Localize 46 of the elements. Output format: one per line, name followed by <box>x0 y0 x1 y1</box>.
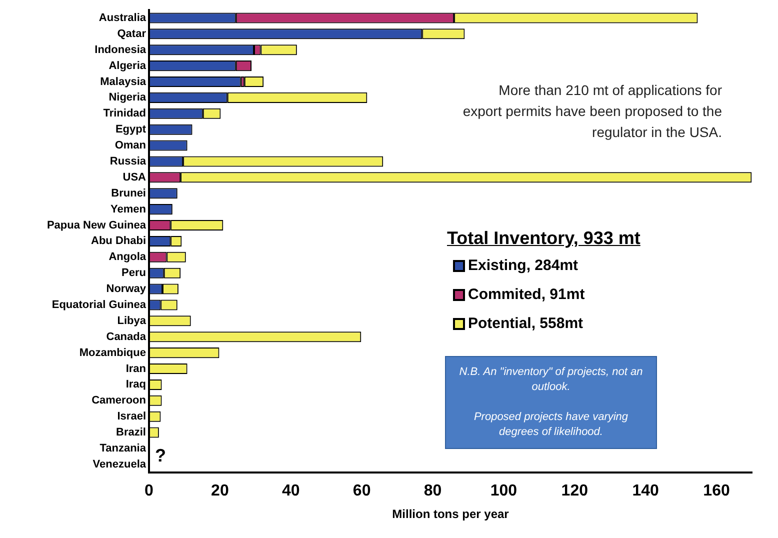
y-tick-label: Mozambique <box>79 346 146 359</box>
legend-label: Existing, 284mt <box>468 257 578 274</box>
annotation: More than 210 mt of applications for export permits have been proposed to the regulator in the USA. <box>462 81 722 142</box>
x-tick-label: 0 <box>144 482 154 500</box>
y-tick-label: Cameroon <box>92 394 146 407</box>
y-tick-label: Indonesia <box>94 44 147 56</box>
x-tick-label: 20 <box>211 482 229 500</box>
y-tick-label: Israel <box>117 410 146 423</box>
legend-title: Total Inventory, 933 mt <box>447 228 640 249</box>
y-tick-label: Egypt <box>115 124 146 136</box>
text: N.B. An "inventory" of projects, not an outlook. Proposed projects have varying degrees of likelihood. <box>459 366 643 438</box>
y-tick-label: Nigeria <box>108 92 147 104</box>
y-tick-label: Qatar <box>117 28 147 40</box>
legend-label: Commited, 91mt <box>468 286 585 303</box>
x-tick-label: 60 <box>352 482 371 500</box>
y-tick-label: Iran <box>126 362 146 375</box>
y-tick-label: Russia <box>110 156 147 168</box>
y-tick-label: Canada <box>106 330 147 343</box>
y-tick-label: USA <box>122 171 146 184</box>
x-tick-label: 120 <box>561 482 588 500</box>
x-tick-label: 80 <box>424 482 442 500</box>
y-tick-label: Algeria <box>108 60 147 72</box>
y-tick-label: Norway <box>106 283 147 296</box>
y-tick-label: Australia <box>98 12 147 24</box>
y-tick-label: Angola <box>108 251 147 264</box>
y-tick-label: Venezuela <box>92 458 147 470</box>
x-tick-label: 160 <box>703 482 730 500</box>
y-tick-label: Trinidad <box>103 108 146 120</box>
y-tick-label: Libya <box>117 314 147 327</box>
x-tick-label: 100 <box>490 482 518 500</box>
y-tick-label: Papua New Guinea <box>46 219 147 232</box>
y-tick-label: Abu Dhabi <box>91 235 146 248</box>
x-tick-label: 140 <box>632 482 660 500</box>
y-tick-label: Tanzania <box>100 442 147 455</box>
y-tick-label: Peru <box>122 267 146 280</box>
x-axis-title: Million tons per year <box>392 507 510 522</box>
y-tick-label: Equatorial Guinea <box>52 299 147 312</box>
annotation: ? <box>155 445 166 466</box>
legend-label: Potential, 558mt <box>468 315 584 332</box>
y-tick-label: Oman <box>114 140 146 152</box>
y-tick-label: Malaysia <box>100 76 147 88</box>
y-tick-label: Iraq <box>126 378 146 391</box>
y-tick-label: Yemen <box>110 203 146 216</box>
y-tick-label: Brazil <box>116 426 146 439</box>
x-tick-label: 40 <box>282 482 300 500</box>
y-tick-label: Brunei <box>111 187 146 200</box>
